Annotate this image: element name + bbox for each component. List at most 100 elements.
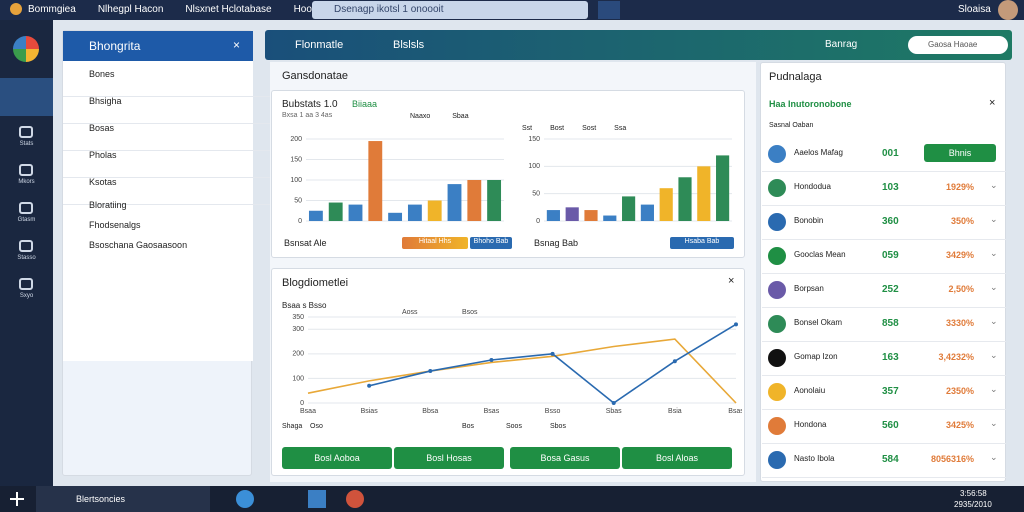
header-menu[interactable]: Blslsls xyxy=(393,39,425,51)
row-name: Aonolaiu xyxy=(794,386,826,395)
menu-item[interactable]: Ksotas xyxy=(63,169,279,205)
row-percent: 350% xyxy=(950,216,974,226)
close-button[interactable]: × xyxy=(728,275,735,287)
list-row[interactable]: Bonsel Okam 858 3330% ⌄ xyxy=(762,307,1006,342)
list-row[interactable]: Bonobin 360 350% ⌄ xyxy=(762,205,1006,240)
expand-icon[interactable]: ⌄ xyxy=(990,350,998,360)
menu-item[interactable]: Bloratiing xyxy=(89,200,127,210)
close-button[interactable]: × xyxy=(989,97,996,109)
row-list: Aaelos Mafag 001 Bhnis Hondodua 103 1929% ⌄ Bon… xyxy=(762,137,1006,481)
point xyxy=(428,369,433,374)
bar-chart: 0 50 100 150 200 xyxy=(290,136,504,225)
row-percent: 3,4232% xyxy=(938,352,974,362)
bar xyxy=(348,204,363,221)
action-button[interactable]: Bosl Hosas xyxy=(394,447,504,469)
list-row[interactable]: Aaelos Mafag 001 Bhnis xyxy=(762,137,1006,172)
row-icon xyxy=(768,145,786,163)
row-value: 560 xyxy=(882,420,899,431)
app-icon[interactable] xyxy=(308,490,326,508)
tab[interactable]: Nlsxnet Hclotabase xyxy=(185,4,272,15)
header-title[interactable]: Flonmatle xyxy=(295,39,344,51)
close-button[interactable]: × xyxy=(233,38,241,52)
action-button[interactable]: Bosl Aoboa xyxy=(282,447,392,469)
tab[interactable]: Nlhegpl Hacon xyxy=(97,4,164,15)
app-icon[interactable] xyxy=(236,490,254,508)
row-button[interactable]: Bhnis xyxy=(924,144,996,162)
expand-icon[interactable]: ⌄ xyxy=(990,248,998,258)
list-row[interactable]: Hondodua 103 1929% ⌄ xyxy=(762,171,1006,206)
list-row[interactable]: Aonolaiu 357 2350% ⌄ xyxy=(762,375,1006,410)
header-button[interactable]: Banrag xyxy=(825,39,858,50)
taskbar-search[interactable]: Blertsoncies xyxy=(36,486,210,512)
sidebar-icon[interactable] xyxy=(19,164,33,176)
row-icon xyxy=(768,349,786,367)
menu-item[interactable]: Pholas xyxy=(63,142,279,178)
expand-icon[interactable]: ⌄ xyxy=(990,384,998,394)
tab[interactable]: Bommgiea xyxy=(28,4,76,15)
chip[interactable]: Hitaal Hhs xyxy=(402,237,468,249)
legend-item: Bsos xyxy=(462,309,478,316)
action-button[interactable]: Bosl Aloas xyxy=(622,447,732,469)
bar xyxy=(467,180,482,221)
address-bar[interactable]: Dsenagp ikotsl 1 onoooit xyxy=(312,1,588,19)
x-tick-label: Bsaa xyxy=(300,408,316,415)
menu-item[interactable]: Bsoschana Gaosaasoon xyxy=(89,240,188,250)
menu-item[interactable]: Bosas xyxy=(63,115,279,151)
bar xyxy=(427,200,442,221)
panel-title: Pudnalaga xyxy=(769,71,822,83)
list-row[interactable]: Hondona 560 3425% ⌄ xyxy=(762,409,1006,444)
menu-item[interactable]: Bones xyxy=(63,61,279,97)
line-series xyxy=(307,338,737,404)
row-icon xyxy=(768,315,786,333)
button[interactable]: Hsaba Bab xyxy=(670,237,734,249)
avatar[interactable] xyxy=(998,0,1018,20)
row-name: Bonobin xyxy=(794,216,824,225)
button-row: Bosl Aoboa Bosl Hosas Bosa Gasus Bosl Aloas xyxy=(282,447,734,469)
expand-icon[interactable]: ⌄ xyxy=(990,452,998,462)
row-percent: 1929% xyxy=(945,182,974,192)
legend: Naaxo Sbaa xyxy=(410,113,469,120)
tab-button[interactable] xyxy=(598,1,620,19)
list-row[interactable]: Borpsan 252 2,50% ⌄ xyxy=(762,273,1006,308)
expand-icon[interactable]: ⌄ xyxy=(990,180,998,190)
sidebar-label: Sxyo xyxy=(19,293,34,299)
expand-icon[interactable]: ⌄ xyxy=(990,214,998,224)
expand-icon[interactable]: ⌄ xyxy=(990,418,998,428)
list-row[interactable]: Nasto Ibola 584 8056316% ⌄ xyxy=(762,443,1006,478)
expand-icon[interactable]: ⌄ xyxy=(990,282,998,292)
y-tick-label: 50 xyxy=(294,197,302,204)
action-button[interactable]: Bosa Gasus xyxy=(510,447,620,469)
bar xyxy=(640,204,654,221)
header-search[interactable]: Gaosa Haoae xyxy=(908,36,1008,54)
menu-item[interactable]: Bhsigha xyxy=(63,88,279,124)
row-percent: 2350% xyxy=(945,386,974,396)
list-row[interactable]: Gooclas Mean 059 3429% ⌄ xyxy=(762,239,1006,274)
y-tick-label: 150 xyxy=(290,156,302,163)
app-icon[interactable] xyxy=(346,490,364,508)
row-percent: 8056316% xyxy=(930,454,974,464)
sidebar-icon[interactable] xyxy=(19,202,33,214)
x-tick-label: Bsas xyxy=(484,408,500,415)
sidebar-icon[interactable] xyxy=(19,240,33,252)
y-tick-label: 0 xyxy=(300,400,304,407)
sidebar-icon[interactable] xyxy=(19,126,33,138)
stats-card: Bubstats 1.0 Biiaaa Bxsa 1 aa 3 4as Naax… xyxy=(271,90,745,258)
legend-item: Bost xyxy=(550,125,565,132)
row-percent: 2,50% xyxy=(948,284,974,294)
expand-icon[interactable]: ⌄ xyxy=(990,316,998,326)
menu-item[interactable]: Fhodsenalgs xyxy=(89,220,141,230)
legend: Sst Bost Sost Ssa xyxy=(522,125,626,132)
tab[interactable]: Hoos xyxy=(293,4,317,15)
button[interactable]: Bhoho Bab xyxy=(470,237,512,249)
row-name: Gomap Izon xyxy=(794,352,838,361)
card-tag: Biiaaa xyxy=(352,99,378,109)
list-row[interactable]: Gomap Izon 163 3,4232% ⌄ xyxy=(762,341,1006,376)
active-item[interactable] xyxy=(0,78,53,116)
y-tick-label: 200 xyxy=(292,351,304,358)
sidebar-icon[interactable] xyxy=(19,278,33,290)
x-tick-label: Bsso xyxy=(545,408,561,415)
start-button[interactable] xyxy=(10,492,24,506)
top-bar: Bommgiea Nlhegpl Hacon Nlsxnet Hclotabase H… xyxy=(0,0,1024,20)
x-tick-label: Bbsa xyxy=(422,408,438,415)
row-icon xyxy=(768,281,786,299)
